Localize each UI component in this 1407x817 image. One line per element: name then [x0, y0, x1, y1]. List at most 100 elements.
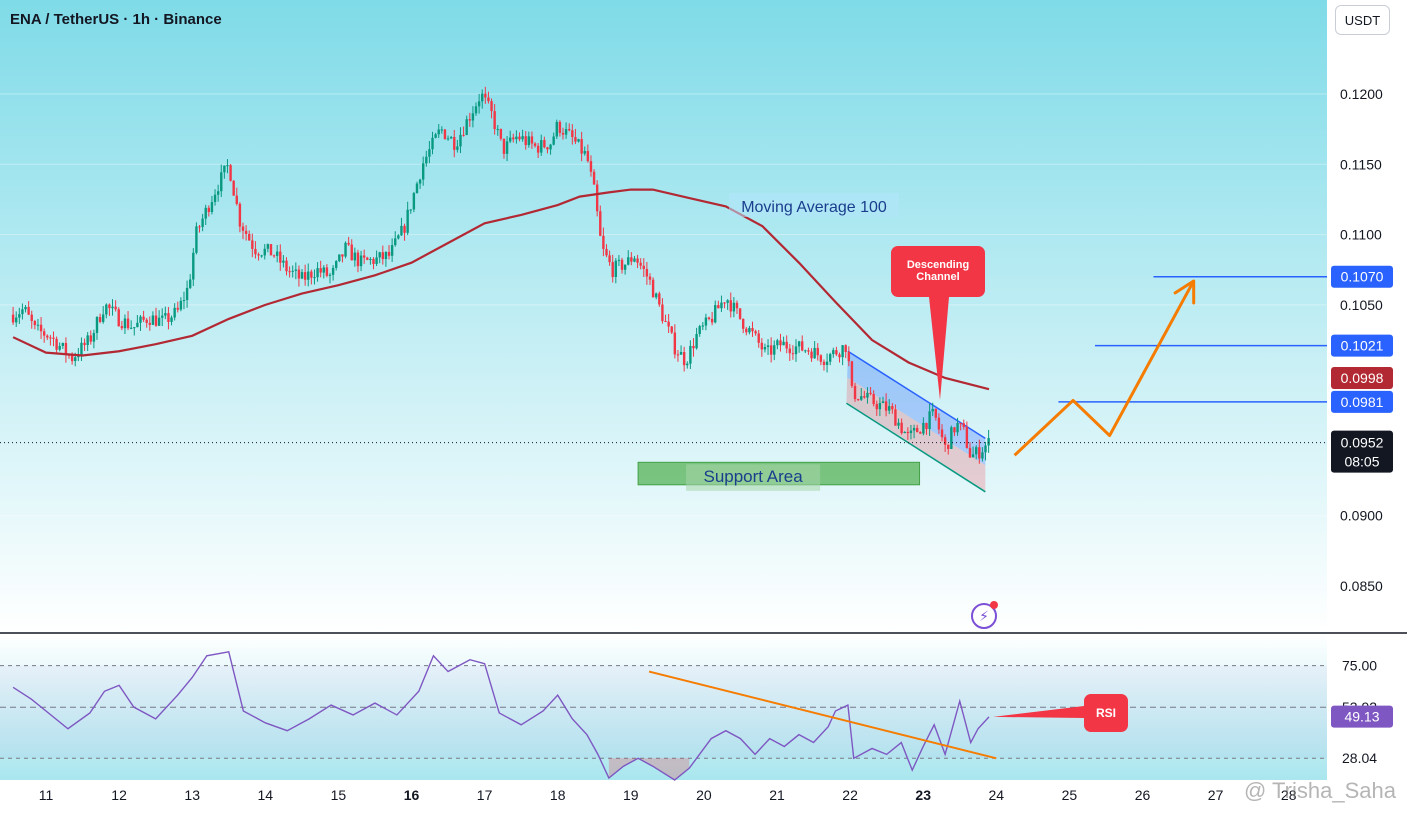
- candle-body: [903, 432, 906, 434]
- candle-body: [397, 235, 400, 239]
- channel-upper-line[interactable]: [847, 350, 986, 440]
- candle-body: [937, 417, 941, 430]
- candle-body: [884, 401, 888, 411]
- candle-body: [931, 408, 934, 412]
- rsi-callout-box[interactable]: [1084, 694, 1128, 732]
- rsi-level-label: 28.04: [1342, 750, 1377, 766]
- candle-body: [471, 113, 475, 121]
- candle-body: [850, 361, 854, 386]
- candle-body: [791, 353, 795, 355]
- level-price-tag: 0.1021: [1341, 338, 1384, 354]
- channel-lower-line[interactable]: [846, 402, 986, 493]
- candle-body: [536, 145, 540, 153]
- x-tick-label: 14: [258, 787, 274, 803]
- candle-body: [133, 327, 136, 329]
- candle-body: [760, 342, 764, 350]
- candle-body: [776, 340, 779, 346]
- candle-body: [686, 363, 689, 366]
- candle-body: [897, 422, 900, 426]
- candle-body: [698, 326, 701, 334]
- candle-body: [390, 245, 394, 256]
- candle-body: [406, 209, 409, 233]
- level-price-tag-bg[interactable]: [1331, 265, 1393, 288]
- last-price-tag-bg[interactable]: [1331, 430, 1393, 473]
- x-tick-label: 12: [111, 787, 127, 803]
- candle-body: [856, 399, 860, 401]
- x-tick-label: 17: [477, 787, 493, 803]
- rsi-oversold-fill: [608, 758, 690, 780]
- candle-body: [959, 423, 962, 425]
- moving-average-line[interactable]: [12, 188, 990, 391]
- rsi-current-tag-bg[interactable]: [1331, 705, 1393, 728]
- channel-callout-box[interactable]: [891, 246, 985, 297]
- candle-body: [257, 254, 260, 256]
- x-tick-label: 20: [696, 787, 712, 803]
- y-tick-label: 0.1100: [1340, 227, 1382, 243]
- candle-body: [807, 350, 810, 352]
- candle-body: [145, 319, 148, 323]
- candle-body: [198, 226, 201, 228]
- candle-body: [723, 302, 726, 304]
- rsi-trendline[interactable]: [648, 670, 997, 760]
- candle-body: [735, 302, 739, 309]
- candle-body: [642, 265, 645, 269]
- candle-body: [670, 326, 673, 333]
- x-tick-label: 24: [989, 787, 1005, 803]
- candle-body: [599, 211, 602, 236]
- candle-body: [838, 354, 841, 358]
- candle-body: [512, 137, 515, 140]
- candle-body: [335, 261, 338, 268]
- rsi-level-label: 75.00: [1342, 658, 1377, 674]
- candle-body: [297, 269, 301, 279]
- candle-body: [487, 97, 490, 102]
- candle-body: [950, 427, 953, 449]
- projection-path[interactable]: [1013, 280, 1195, 457]
- candle-body: [353, 252, 357, 261]
- flash-icon[interactable]: ⚡: [971, 603, 997, 629]
- symbol-title[interactable]: ENA / TetherUS · 1h · Binance: [10, 11, 222, 28]
- candle-body: [987, 437, 990, 446]
- candle-body: [139, 316, 142, 323]
- currency-button[interactable]: USDT: [1335, 5, 1390, 35]
- candle-body: [111, 306, 114, 309]
- candle-body: [546, 147, 549, 150]
- x-tick-label: 26: [1135, 787, 1151, 803]
- candle-body: [319, 268, 322, 273]
- projection-arrowhead: [1173, 279, 1196, 305]
- ma-price-tag-bg[interactable]: [1331, 366, 1393, 389]
- candle-body: [176, 307, 179, 310]
- y-tick-label: 0.1200: [1340, 86, 1383, 102]
- candle-body: [21, 309, 24, 315]
- level-price-tag-bg[interactable]: [1331, 390, 1393, 413]
- candle-body: [18, 314, 21, 318]
- channel-lower-fill: [846, 377, 986, 492]
- candle-body: [726, 300, 729, 303]
- candle-body: [248, 234, 251, 241]
- candle-body: [655, 293, 658, 298]
- candle-body: [282, 260, 285, 263]
- candle-body: [741, 318, 745, 329]
- level-price-tag-bg[interactable]: [1331, 334, 1393, 357]
- ma-label: Moving Average 100: [741, 199, 887, 216]
- candle-body: [785, 341, 788, 349]
- candle-body: [779, 340, 782, 346]
- candle-body: [962, 423, 965, 427]
- candle-body: [627, 257, 630, 265]
- candle-body: [161, 315, 164, 318]
- candle-body: [170, 317, 173, 322]
- candle-body: [173, 307, 176, 318]
- candle-body: [27, 306, 30, 315]
- candle-body: [418, 179, 422, 184]
- candle-body: [940, 429, 944, 438]
- candle-body: [782, 341, 785, 346]
- candle-body: [695, 333, 698, 349]
- candle-body: [928, 411, 931, 430]
- candle-body: [773, 345, 776, 355]
- candle-body: [220, 172, 223, 192]
- candle-body: [456, 146, 459, 150]
- candle-body: [822, 361, 826, 365]
- watermark: @ Trisha_Saha: [1244, 778, 1396, 803]
- time-axis-background: [0, 780, 1327, 812]
- candle-body: [449, 136, 453, 139]
